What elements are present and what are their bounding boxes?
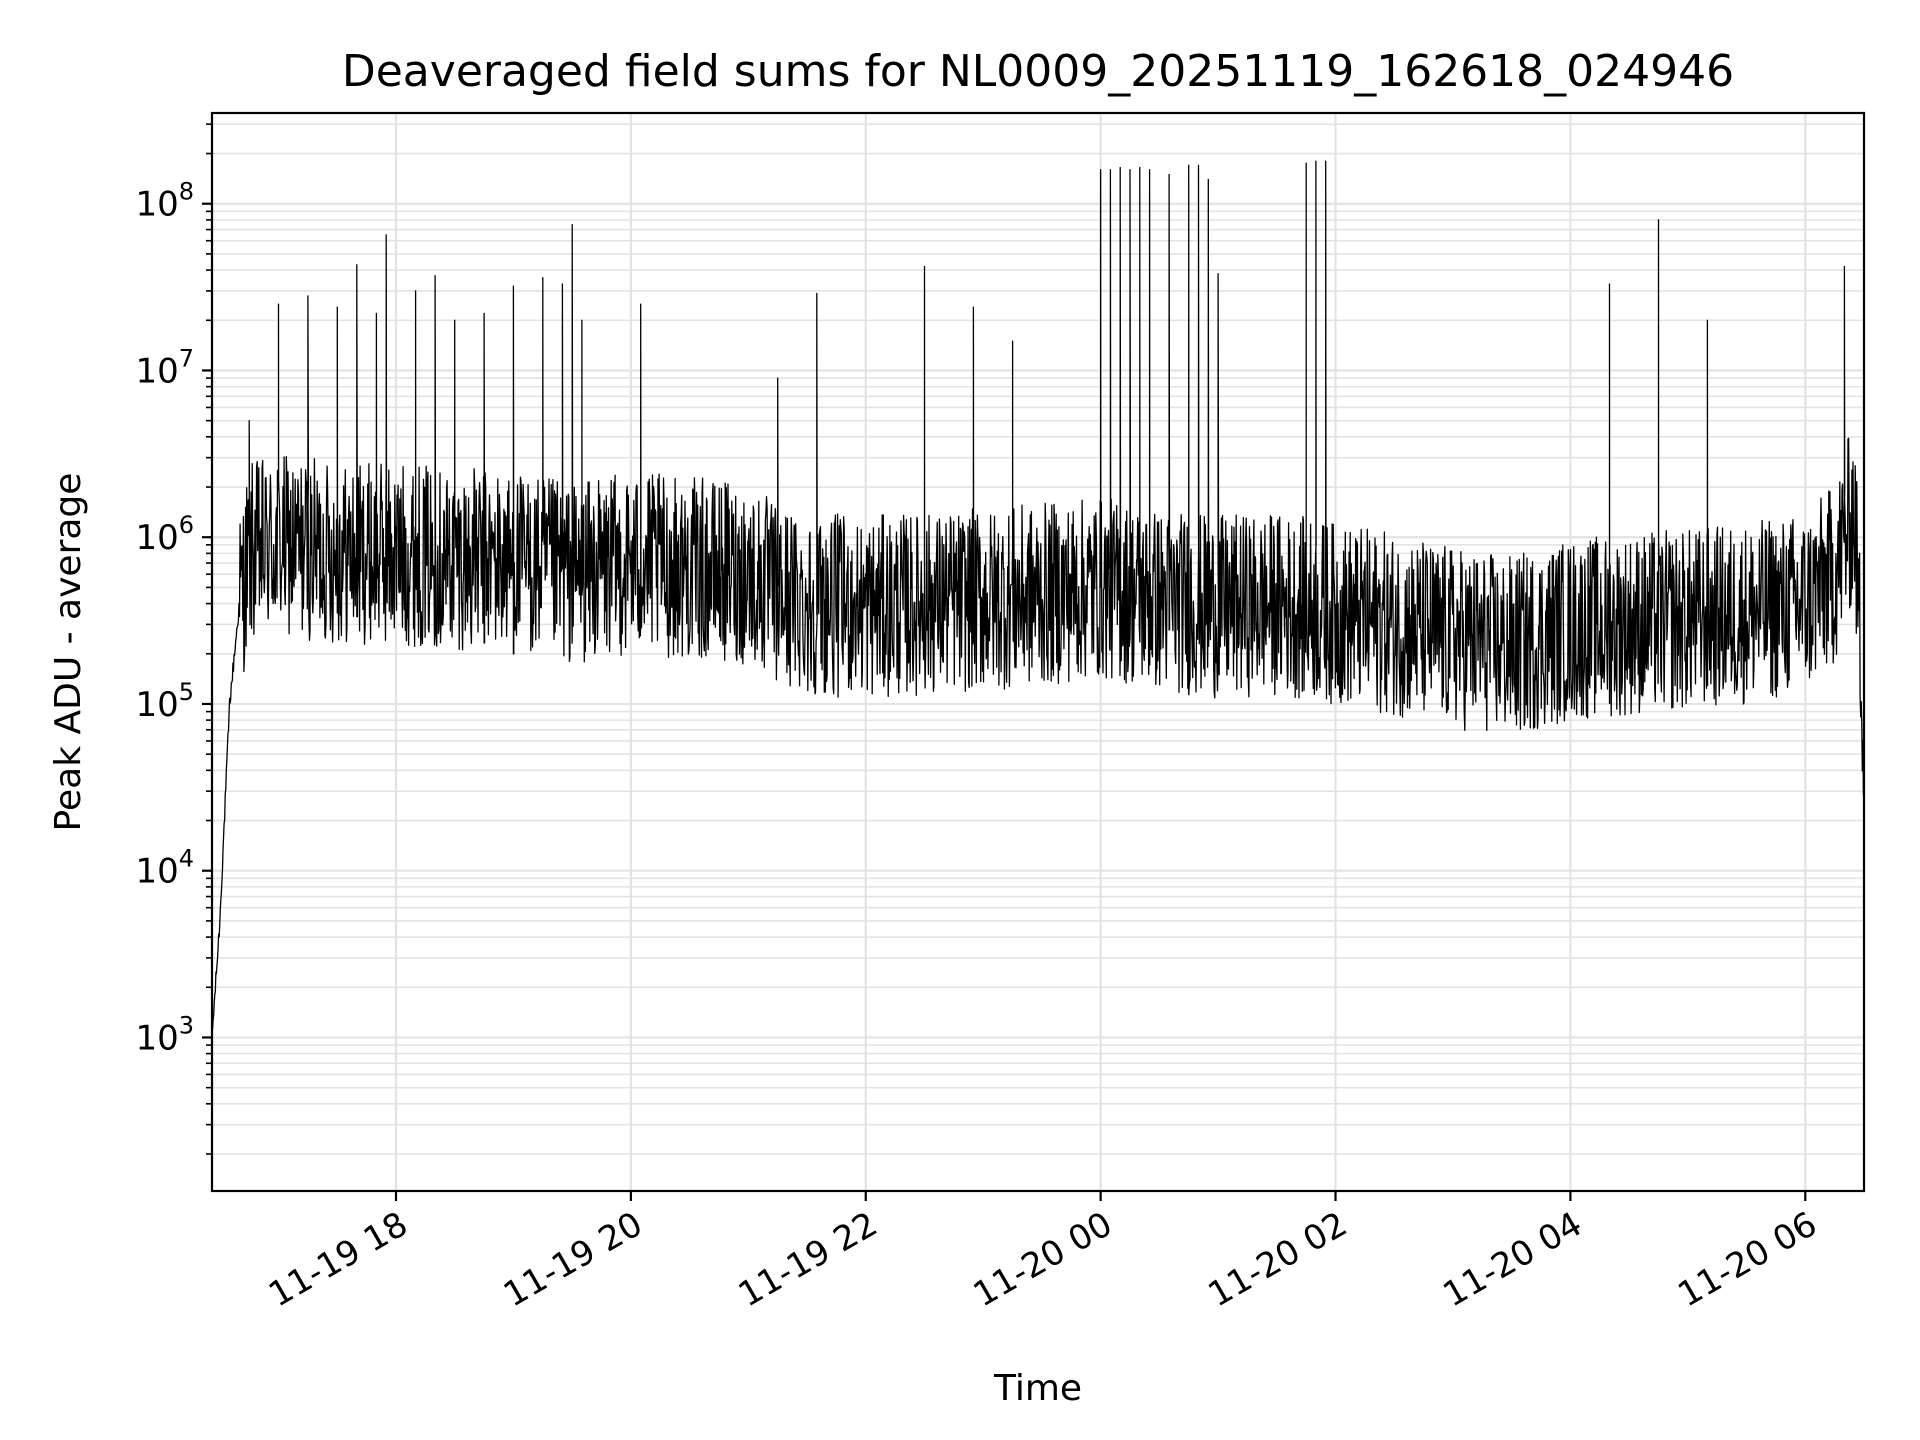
series-line <box>211 160 1865 1031</box>
x-tick-label: 11-19 20 <box>497 1204 649 1315</box>
y-tick-label: 103 <box>135 1011 194 1058</box>
x-tick-label: 11-20 00 <box>967 1204 1119 1315</box>
y-tick-label: 105 <box>135 678 194 725</box>
y-axis-label: Peak ADU - average <box>48 473 89 832</box>
y-tick-label: 107 <box>135 344 194 391</box>
y-axis: 103 104 105 106 107 108 <box>135 123 212 1155</box>
x-axis-label: Time <box>993 1368 1082 1409</box>
x-tick-label: 11-19 18 <box>262 1204 414 1315</box>
x-tick-label: 11-20 02 <box>1202 1204 1354 1315</box>
x-tick-label: 11-20 04 <box>1437 1204 1589 1315</box>
chart-title: Deaveraged field sums for NL0009_2025111… <box>342 46 1734 97</box>
y-tick-label: 106 <box>135 511 194 558</box>
x-tick-label: 11-19 22 <box>732 1204 884 1315</box>
y-tick-label: 104 <box>135 845 194 892</box>
plot-frame <box>210 111 1866 1193</box>
x-tick-label: 11-20 06 <box>1671 1204 1823 1315</box>
x-axis: 11-19 18 11-19 20 11-19 22 11-20 00 11-20 02… <box>262 1191 1824 1315</box>
y-tick-label: 108 <box>135 178 194 225</box>
grid <box>212 113 1864 1191</box>
plot-area <box>211 160 1865 1031</box>
